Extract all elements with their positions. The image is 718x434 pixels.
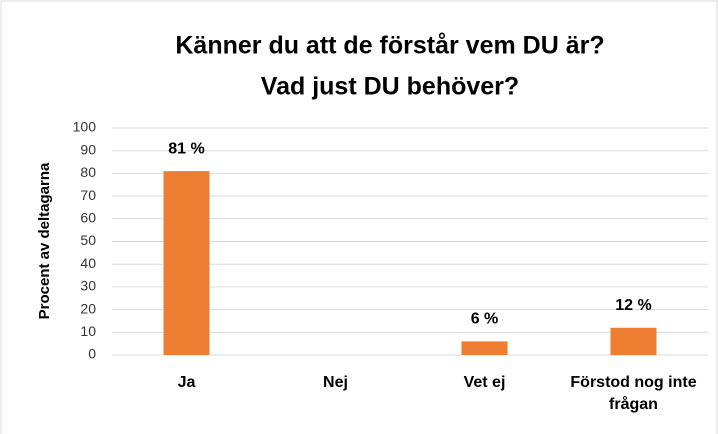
- y-tick-label: 30: [80, 278, 96, 294]
- x-tick-label: Nej: [323, 374, 348, 391]
- y-axis-label: Procent av deltagarna: [36, 162, 53, 319]
- y-tick-label: 70: [80, 187, 96, 203]
- chart-title: Vad just DU behöver?: [261, 73, 519, 101]
- y-tick-label: 80: [80, 164, 96, 180]
- x-tick-label-box: Ja: [177, 374, 196, 391]
- bar: [163, 171, 210, 355]
- data-label: 12 %: [615, 297, 651, 314]
- y-tick-label: 100: [73, 119, 97, 135]
- y-tick-label: 0: [88, 346, 96, 362]
- y-tick-label: 20: [80, 300, 96, 316]
- x-tick-label: Vet ej: [463, 374, 506, 391]
- x-tick-label: Ja: [177, 374, 196, 391]
- y-tick-label: 90: [80, 141, 96, 157]
- x-tick-label: Förstod nog inte frågan: [570, 374, 697, 413]
- bar: [610, 327, 657, 355]
- x-tick-label-box: Förstod nog inte frågan: [570, 374, 697, 413]
- data-label: 81 %: [168, 140, 204, 157]
- bar: [461, 341, 508, 355]
- chart-title: Känner du att de förstår vem DU är?: [175, 32, 604, 60]
- x-tick-label-box: Vet ej: [463, 374, 506, 391]
- x-tick-label-box: Nej: [323, 374, 348, 391]
- y-tick-label: 10: [80, 323, 96, 339]
- y-tick-label: 40: [80, 255, 96, 271]
- y-tick-label: 60: [80, 210, 96, 226]
- data-label: 6 %: [471, 311, 499, 328]
- y-tick-label: 50: [80, 232, 96, 248]
